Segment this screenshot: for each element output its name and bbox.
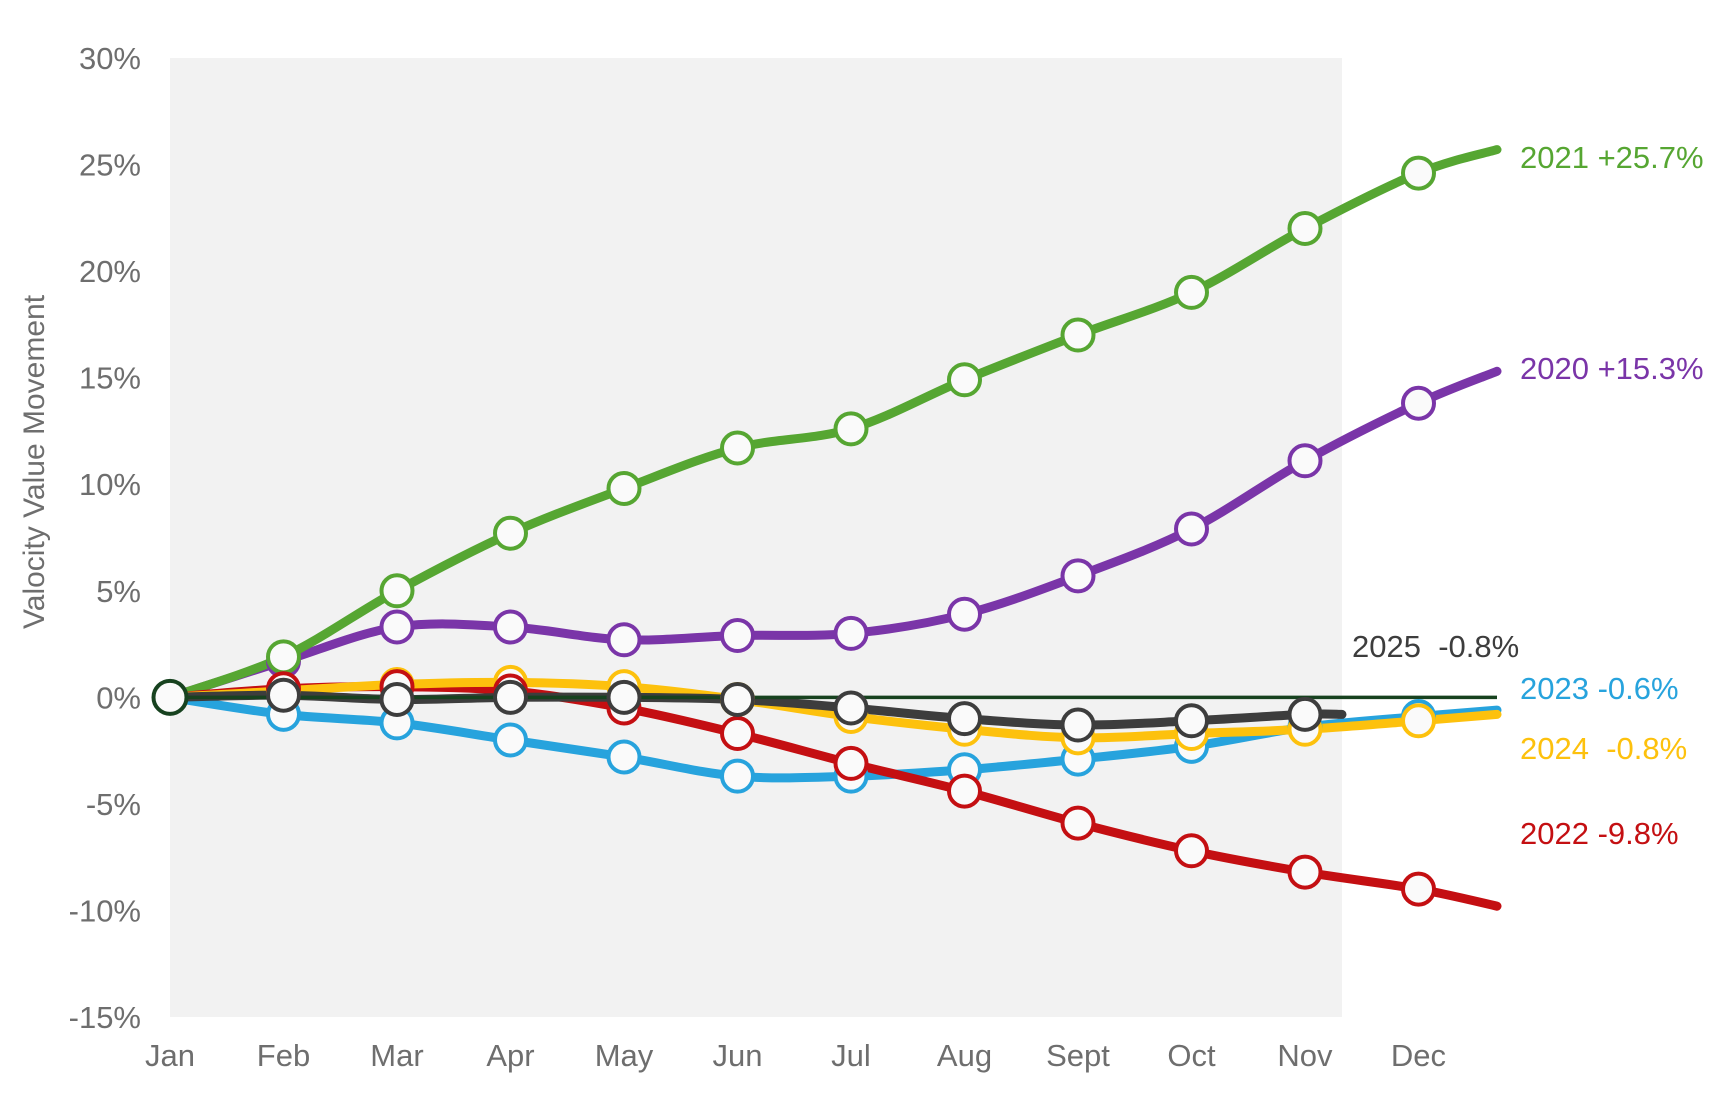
data-point-marker-2021 — [606, 470, 642, 506]
x-tick-label: Feb — [257, 1038, 310, 1073]
x-tick-label: Oct — [1167, 1038, 1216, 1073]
x-tick-label: Jun — [713, 1038, 763, 1073]
data-point-marker-2025 — [1287, 696, 1323, 732]
data-point-marker-2024 — [1401, 703, 1436, 739]
data-point-marker-2025 — [1060, 707, 1096, 743]
x-tick-label: Mar — [370, 1038, 423, 1073]
x-tick-label: Aug — [937, 1038, 992, 1073]
data-point-marker-2020 — [720, 618, 755, 654]
y-axis-tick-labels: 30% 25% 20% 15% 10% 5% 0% -5% -10% -15% — [69, 41, 141, 1035]
x-tick-label: Jul — [831, 1038, 871, 1073]
data-point-marker-2021 — [1060, 317, 1096, 353]
y-tick-label: 0% — [96, 680, 141, 715]
series-end-label-2024: 2024 -0.8% — [1520, 731, 1687, 766]
data-point-marker-2020 — [833, 615, 869, 651]
data-point-marker-2021 — [947, 362, 982, 398]
x-tick-label: Jan — [145, 1038, 195, 1073]
y-tick-label: 5% — [96, 574, 141, 609]
data-point-marker-2025 — [947, 701, 982, 737]
data-point-marker-2025 — [493, 679, 528, 715]
series-end-labels: 2020 +15.3% 2021 +25.7% 2023 -0.6% 2022 -9.… — [1352, 140, 1704, 851]
data-point-marker-2025 — [266, 677, 301, 713]
data-point-marker-2021 — [379, 573, 415, 609]
y-tick-label: 25% — [79, 148, 141, 183]
y-tick-label: -5% — [86, 787, 141, 822]
data-point-marker-2020 — [1060, 558, 1096, 594]
x-tick-label: May — [595, 1038, 654, 1073]
data-point-marker-2022 — [1060, 805, 1096, 841]
origin-data-point-marker — [151, 678, 189, 716]
y-tick-label: -15% — [69, 1000, 141, 1035]
series-end-label-2023: 2023 -0.6% — [1520, 671, 1679, 706]
x-tick-label: Nov — [1277, 1038, 1333, 1073]
y-tick-label: 30% — [79, 41, 141, 76]
x-tick-label: Apr — [486, 1038, 534, 1073]
data-point-marker-2022 — [1174, 833, 1209, 869]
y-axis-title: Valocity Value Movement — [18, 294, 51, 629]
data-point-marker-2020 — [606, 622, 642, 658]
data-point-marker-2021 — [493, 515, 528, 551]
y-tick-label: 15% — [79, 361, 141, 396]
data-point-marker-2021 — [1401, 155, 1436, 191]
x-tick-label: Dec — [1391, 1038, 1446, 1073]
data-point-marker-2022 — [833, 745, 869, 781]
data-point-marker-2020 — [493, 609, 528, 645]
data-point-marker-2021 — [1174, 274, 1209, 310]
data-point-marker-2020 — [1401, 385, 1436, 421]
y-tick-label: -10% — [69, 893, 141, 928]
data-point-marker-2022 — [947, 773, 982, 809]
plot-area-background — [170, 58, 1342, 1017]
data-point-marker-2022 — [1287, 854, 1323, 890]
data-point-marker-2025 — [1174, 703, 1209, 739]
data-point-marker-2025 — [833, 690, 869, 726]
data-point-marker-2020 — [1287, 443, 1323, 479]
data-point-marker-2023 — [720, 758, 755, 794]
data-point-marker-2022 — [720, 716, 755, 752]
data-point-marker-2021 — [266, 639, 301, 675]
data-point-markers — [151, 155, 1436, 907]
y-tick-label: 10% — [79, 467, 141, 502]
series-end-label-2025: 2025 -0.8% — [1352, 629, 1519, 664]
data-point-marker-2025 — [720, 681, 755, 717]
data-point-marker-2021 — [1287, 210, 1323, 246]
data-point-marker-2021 — [720, 430, 755, 466]
data-point-marker-2025 — [379, 681, 415, 717]
data-point-marker-2023 — [493, 722, 528, 758]
data-point-marker-2023 — [606, 739, 642, 775]
data-point-marker-2022 — [1401, 871, 1436, 907]
data-point-marker-2020 — [947, 596, 982, 632]
data-point-marker-2020 — [379, 609, 415, 645]
series-end-label-2022: 2022 -9.8% — [1520, 816, 1679, 851]
x-tick-label: Sept — [1046, 1038, 1110, 1073]
series-end-label-2020: 2020 +15.3% — [1520, 351, 1704, 386]
series-end-label-2021: 2021 +25.7% — [1520, 140, 1704, 175]
data-point-marker-2021 — [833, 411, 869, 447]
data-point-marker-2020 — [1174, 511, 1209, 547]
y-tick-label: 20% — [79, 254, 141, 289]
data-point-marker-2025 — [606, 679, 642, 715]
x-axis-tick-labels: Jan Feb Mar Apr May Jun Jul Aug Sept Oct Nov Dec — [145, 1038, 1446, 1073]
